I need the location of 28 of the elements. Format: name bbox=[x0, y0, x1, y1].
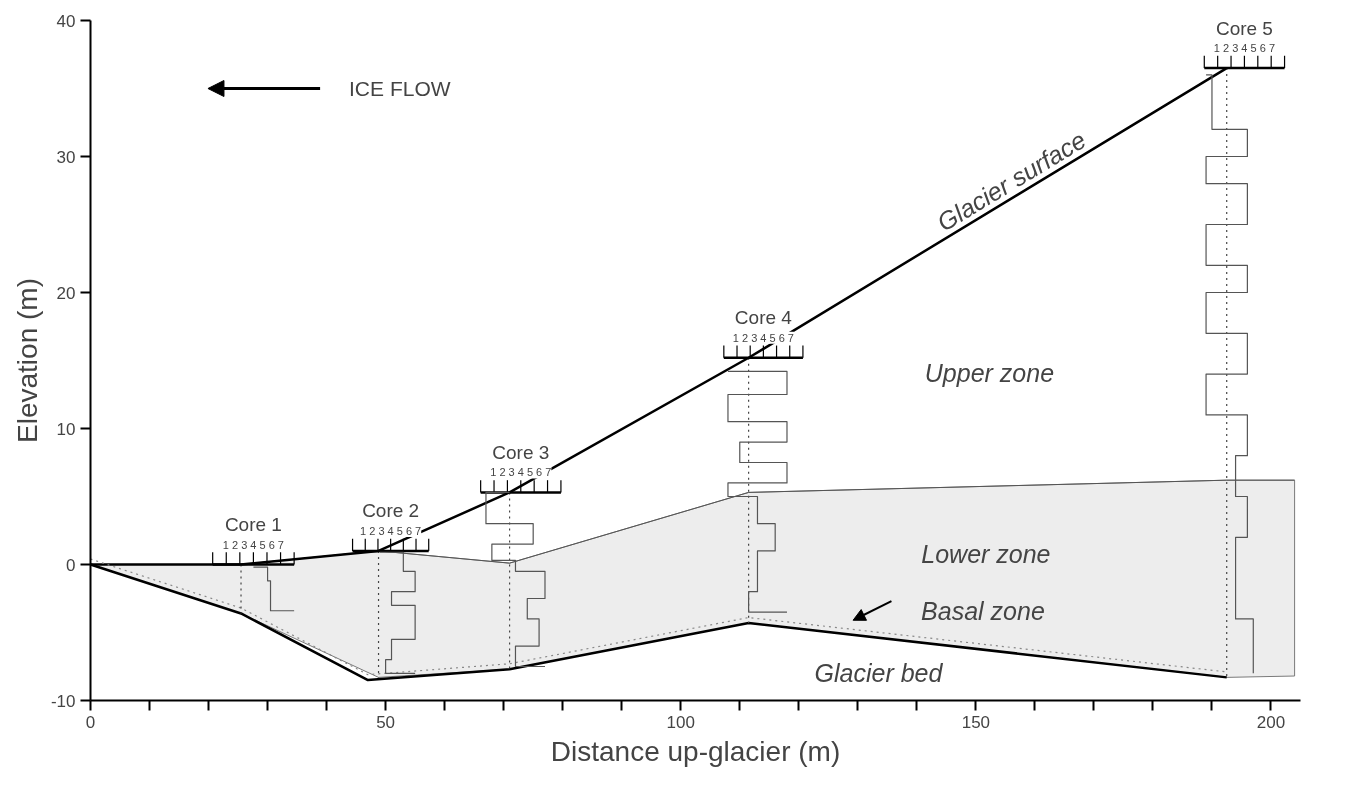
y-axis-title: Elevation (m) bbox=[11, 278, 43, 443]
y-tick-label: 40 bbox=[56, 11, 76, 31]
y-tick-label: -10 bbox=[50, 691, 76, 711]
x-axis-title: Distance up-glacier (m) bbox=[550, 735, 841, 767]
y-tick-label: 0 bbox=[66, 555, 76, 575]
y-tick-label: 10 bbox=[56, 419, 76, 439]
annotation: Glacier bed bbox=[814, 659, 944, 688]
x-tick-label: 100 bbox=[666, 712, 695, 732]
y-tick-label: 30 bbox=[56, 147, 76, 167]
annotation: Core 5 bbox=[1215, 17, 1273, 39]
x-tick-label: 150 bbox=[961, 712, 991, 732]
annotation: 1 2 3 4 5 6 7 bbox=[222, 538, 284, 551]
annotation: Core 2 bbox=[362, 500, 420, 522]
x-tick-label: 200 bbox=[1256, 712, 1286, 732]
x-tick-label: 50 bbox=[376, 712, 396, 732]
annotation: Upper zone bbox=[924, 358, 1055, 387]
annotation: Basal zone bbox=[921, 596, 1045, 625]
annotation: 1 2 3 4 5 6 7 bbox=[1213, 42, 1276, 55]
x-tick-label: 0 bbox=[85, 712, 96, 732]
annotation: Core 4 bbox=[734, 307, 793, 329]
annotation: 1 2 3 4 5 6 7 bbox=[360, 524, 422, 537]
annotation: Core 1 bbox=[224, 514, 282, 535]
annotation: ICE FLOW bbox=[349, 77, 451, 100]
annotation: Lower zone bbox=[921, 540, 1051, 569]
annotation: Core 3 bbox=[492, 441, 550, 463]
annotation: 1 2 3 4 5 6 7 bbox=[490, 466, 552, 479]
y-tick-label: 20 bbox=[56, 283, 76, 303]
annotation: 1 2 3 4 5 6 7 bbox=[732, 331, 794, 344]
